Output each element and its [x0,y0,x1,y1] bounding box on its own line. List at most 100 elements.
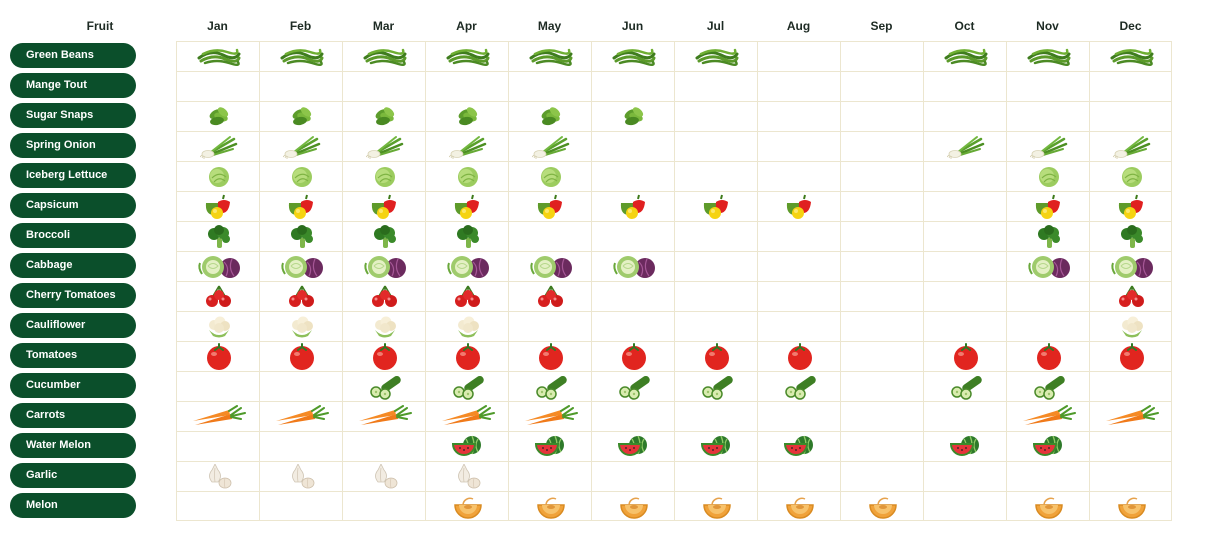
cucumber-icon [783,374,817,400]
carrot-icon [523,405,579,429]
garlic-mar-cell [343,462,426,492]
produce-label-cabbage: Cabbage [10,253,136,278]
garlic-icon [453,464,483,490]
green-beans-icon [363,46,407,68]
melon-may-cell [509,492,592,522]
produce-label-sugar-snaps: Sugar Snaps [10,103,136,128]
sugar-snaps-feb-cell [260,102,343,132]
cucumber-jul-cell [675,372,758,402]
green-beans-jun-cell [592,42,675,72]
tomato-icon [1034,343,1064,371]
cherry-tomatoes-icon [370,284,400,310]
capsicum-feb-cell [260,192,343,222]
cherry-tomatoes-mar-cell [343,282,426,312]
tomatoes-dec-cell [1090,342,1173,372]
cherry-tomatoes-icon [1117,284,1147,310]
cucumber-icon [368,374,402,400]
cherry-tomatoes-feb-cell [260,282,343,312]
broccoli-icon [205,224,233,250]
cabbage-icon [362,254,408,280]
water-melon-oct-cell [924,432,1007,462]
water-melon-jul-cell [675,432,758,462]
water-melon-may-cell [509,432,592,462]
cucumber-aug-cell [758,372,841,402]
water-melon-aug-cell [758,432,841,462]
produce-label-iceberg-lettuce: Iceberg Lettuce [10,163,136,188]
green-beans-icon [1027,46,1071,68]
grid-line-horizontal [177,221,1171,222]
iceberg-lettuce-icon [1119,165,1145,189]
tomato-icon [1117,343,1147,371]
garlic-icon [287,464,317,490]
broccoli-mar-cell [343,222,426,252]
cauliflower-apr-cell [426,312,509,342]
iceberg-lettuce-icon [455,165,481,189]
tomato-icon [287,343,317,371]
produce-label-water-melon: Water Melon [10,433,136,458]
carrot-icon [1021,405,1077,429]
iceberg-lettuce-icon [538,165,564,189]
grid-line-horizontal [177,431,1171,432]
green-beans-icon [280,46,324,68]
cucumber-nov-cell [1007,372,1090,402]
capsicum-icon [452,194,484,220]
cauliflower-mar-cell [343,312,426,342]
capsicum-icon [701,194,733,220]
green-beans-icon [446,46,490,68]
watermelon-icon [534,435,567,459]
watermelon-icon [949,435,982,459]
capsicum-jun-cell [592,192,675,222]
cabbage-jun-cell [592,252,675,282]
sugar-snaps-jun-cell [592,102,675,132]
capsicum-aug-cell [758,192,841,222]
garlic-jan-cell [177,462,260,492]
iceberg-lettuce-icon [372,165,398,189]
capsicum-icon [784,194,816,220]
cherry-tomatoes-dec-cell [1090,282,1173,312]
green-beans-dec-cell [1090,42,1173,72]
produce-label-cauliflower: Cauliflower [10,313,136,338]
broccoli-jan-cell [177,222,260,252]
broccoli-apr-cell [426,222,509,252]
watermelon-icon [617,435,650,459]
cucumber-icon [451,374,485,400]
month-header-nov: Nov [1036,19,1059,33]
green-beans-nov-cell [1007,42,1090,72]
grid-line-horizontal [177,251,1171,252]
melon-icon [453,495,483,519]
garlic-icon [204,464,234,490]
cucumber-oct-cell [924,372,1007,402]
spring-onion-oct-cell [924,132,1007,162]
green-beans-feb-cell [260,42,343,72]
spring-onion-icon [365,135,404,159]
grid-line-horizontal [177,401,1171,402]
tomatoes-apr-cell [426,342,509,372]
carrot-icon [1104,405,1160,429]
carrots-apr-cell [426,402,509,432]
capsicum-icon [286,194,318,220]
broccoli-dec-cell [1090,222,1173,252]
tomato-icon [370,343,400,371]
produce-label-melon: Melon [10,493,136,518]
cabbage-apr-cell [426,252,509,282]
tomatoes-jul-cell [675,342,758,372]
water-melon-nov-cell [1007,432,1090,462]
capsicum-icon [1116,194,1148,220]
melon-aug-cell [758,492,841,522]
grid-line-horizontal [177,311,1171,312]
green-beans-oct-cell [924,42,1007,72]
sugar-snaps-icon [621,104,647,130]
broccoli-icon [288,224,316,250]
sugar-snaps-icon [455,104,481,130]
carrot-icon [274,405,330,429]
grid-line-horizontal [177,281,1171,282]
tomato-icon [453,343,483,371]
iceberg-lettuce-nov-cell [1007,162,1090,192]
iceberg-lettuce-apr-cell [426,162,509,192]
garlic-icon [370,464,400,490]
broccoli-icon [371,224,399,250]
capsicum-may-cell [509,192,592,222]
green-beans-apr-cell [426,42,509,72]
iceberg-lettuce-feb-cell [260,162,343,192]
cucumber-icon [1032,374,1066,400]
